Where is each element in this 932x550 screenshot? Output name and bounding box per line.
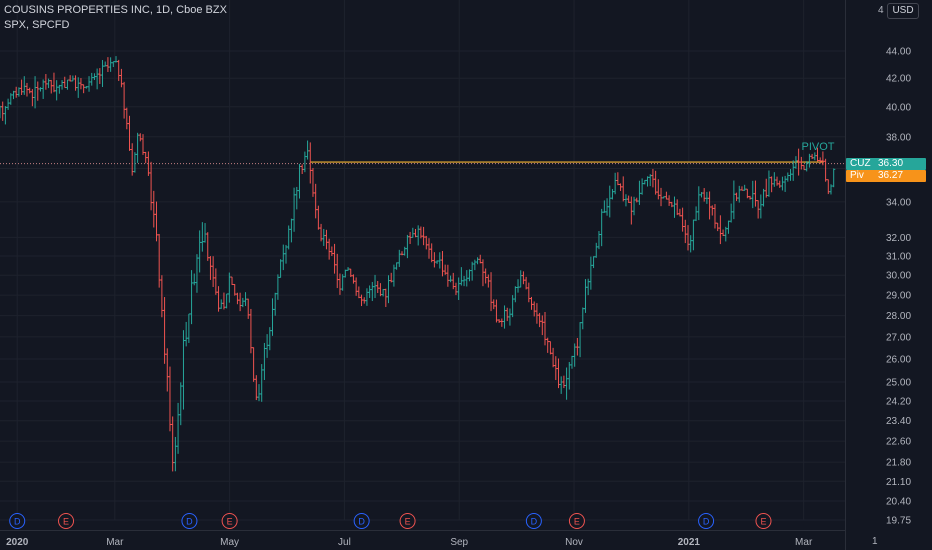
dividend-marker: [525, 513, 542, 529]
earnings-marker-label: E: [760, 517, 766, 527]
currency-gap-label: 4: [878, 5, 884, 16]
x-tick-label: 2020: [6, 537, 29, 548]
y-tick-label: 34.00: [886, 197, 911, 208]
x-tick-label: Sep: [450, 537, 468, 548]
dividend-marker-label: D: [14, 517, 21, 527]
earnings-marker-label: E: [574, 517, 580, 527]
y-tick-label: 25.00: [886, 377, 911, 388]
earnings-marker-label: E: [63, 517, 69, 527]
badge-symbol: CUZ: [850, 157, 871, 169]
time-axis-corner-label: 1: [872, 536, 878, 547]
y-tick-label: 40.00: [886, 102, 911, 113]
chart-title: COUSINS PROPERTIES INC, 1D, Cboe BZX: [4, 4, 227, 16]
x-tick-label: May: [220, 537, 239, 548]
price-badge-pivot: Piv 36.27: [846, 169, 926, 182]
earnings-marker-label: E: [405, 517, 411, 527]
badge-symbol: Piv: [850, 169, 864, 181]
price-badge-cuz: CUZ 36.30: [846, 157, 926, 170]
y-tick-label: 19.75: [886, 516, 911, 527]
dividend-marker: [181, 513, 198, 529]
y-tick-label: 32.00: [886, 233, 911, 244]
currency-button[interactable]: USD: [887, 3, 919, 19]
dividend-marker: [9, 513, 26, 529]
compare-symbol[interactable]: SPX, SPCFD: [4, 19, 70, 31]
y-tick-label: 22.60: [886, 437, 911, 448]
y-tick-label: 24.20: [886, 397, 911, 408]
earnings-marker-label: E: [227, 517, 233, 527]
pivot-annotation: PIVOT: [802, 141, 835, 153]
y-tick-label: 23.40: [886, 416, 911, 427]
x-tick-label: Mar: [106, 537, 124, 548]
y-tick-label: 27.00: [886, 332, 911, 343]
y-tick-label: 38.00: [886, 132, 911, 143]
earnings-marker: [399, 513, 416, 529]
earnings-marker: [221, 513, 238, 529]
y-tick-label: 21.10: [886, 477, 911, 488]
x-tick-label: Jul: [338, 537, 351, 548]
dividend-marker-label: D: [703, 517, 710, 527]
x-tick-label: 2021: [678, 537, 701, 548]
earnings-marker: [568, 513, 585, 529]
x-tick-label: Nov: [565, 537, 583, 548]
dividend-marker-label: D: [358, 517, 365, 527]
y-tick-label: 30.00: [886, 271, 911, 282]
y-tick-label: 31.00: [886, 252, 911, 263]
dividend-marker-label: D: [186, 517, 193, 527]
dividend-marker-label: D: [531, 517, 538, 527]
x-tick-label: Mar: [795, 537, 813, 548]
dividend-marker: [353, 513, 370, 529]
y-tick-label: 44.00: [886, 46, 911, 57]
earnings-marker: [755, 513, 772, 529]
y-tick-label: 21.80: [886, 458, 911, 469]
y-tick-label: 20.40: [886, 497, 911, 508]
y-tick-label: 42.00: [886, 74, 911, 85]
y-tick-label: 28.00: [886, 311, 911, 322]
badge-value: 36.27: [878, 169, 904, 181]
y-tick-label: 26.00: [886, 355, 911, 366]
dividend-marker: [698, 513, 715, 529]
earnings-marker: [58, 513, 75, 529]
badge-value: 36.30: [878, 157, 904, 169]
y-tick-label: 29.00: [886, 291, 911, 302]
